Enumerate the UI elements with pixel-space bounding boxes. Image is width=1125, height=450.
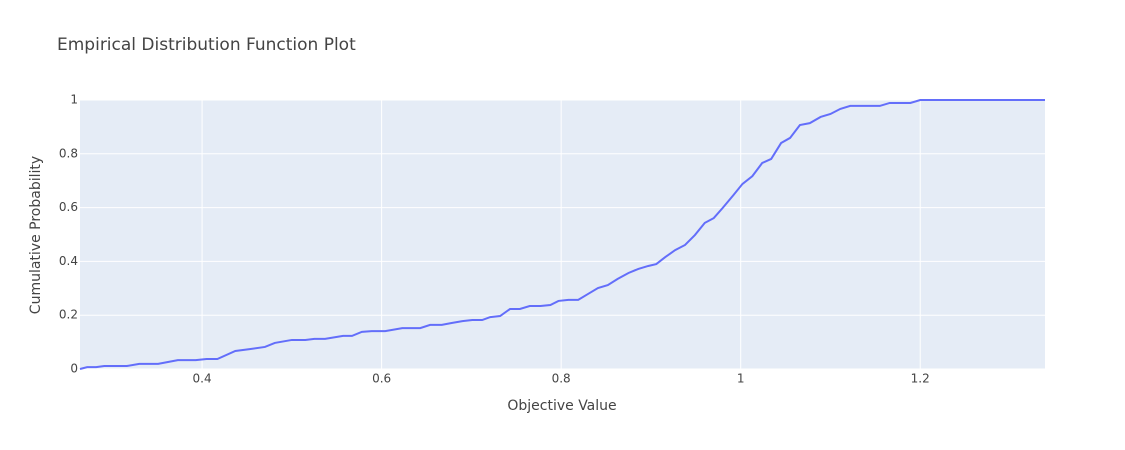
x-tick-label: 1 — [737, 372, 745, 386]
y-tick-label: 1 — [70, 93, 78, 107]
x-axis-title: Objective Value — [507, 398, 616, 414]
y-tick-label: 0.4 — [59, 254, 78, 268]
data-line — [79, 99, 1045, 370]
x-tick-label: 0.8 — [552, 372, 571, 386]
y-tick-label: 0.8 — [59, 146, 78, 160]
y-tick-label: 0 — [70, 362, 78, 376]
x-tick-label: 0.4 — [193, 372, 212, 386]
y-tick-label: 0.2 — [59, 308, 78, 322]
plot-area — [80, 100, 1045, 369]
chart-title: Empirical Distribution Function Plot — [57, 35, 356, 55]
x-tick-label: 1.2 — [911, 372, 930, 386]
y-tick-label: 0.6 — [59, 200, 78, 214]
y-axis-title: Cumulative Probability — [28, 156, 44, 314]
x-tick-label: 0.6 — [372, 372, 391, 386]
